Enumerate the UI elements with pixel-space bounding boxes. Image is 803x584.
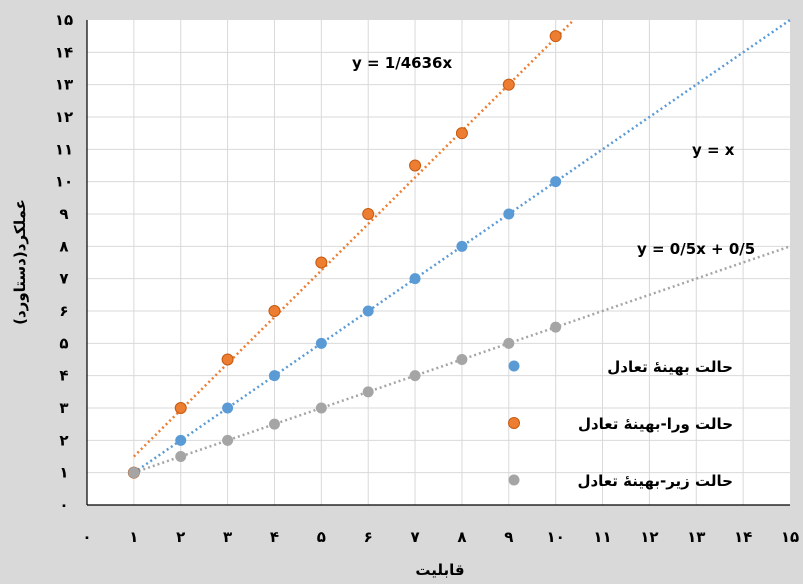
y-tick-label: ۱۱ — [55, 140, 73, 158]
data-point-series-0 — [268, 370, 280, 382]
data-point-series-2 — [175, 451, 187, 462]
legend-marker-over-optimal — [508, 417, 520, 429]
data-point-series-1 — [455, 127, 468, 140]
x-tick-label: ۴ — [270, 528, 279, 546]
data-point-series-0 — [315, 337, 327, 349]
x-tick-label: ۱۱ — [593, 528, 611, 546]
data-point-series-1 — [549, 30, 562, 43]
legend-label-optimal: حالت بهینهٔ تعادل — [607, 358, 733, 376]
x-tick-label: ۶ — [364, 528, 373, 546]
legend-label-sub-optimal: حالت زیر-بهینهٔ تعادل — [577, 472, 733, 490]
data-point-series-0 — [175, 434, 187, 446]
x-tick-label: ۱۵ — [781, 528, 799, 546]
data-point-series-2 — [128, 467, 140, 479]
x-axis-title: قابلیت — [415, 561, 464, 579]
data-point-series-2 — [550, 321, 562, 333]
data-point-series-2 — [222, 434, 234, 446]
legend: حالت بهینهٔ تعادل حالت ورا-بهینهٔ تعادل … — [508, 358, 733, 490]
data-point-series-2 — [362, 386, 374, 398]
legend-marker-sub-optimal — [508, 474, 520, 486]
trendline-label-sub-optimal: y = 0/5x + 0/5 — [637, 240, 755, 258]
data-point-series-0 — [503, 208, 515, 220]
x-tick-label: ۹ — [504, 528, 513, 546]
data-points — [127, 30, 562, 479]
x-tick-label: ۱۰ — [547, 528, 565, 546]
data-point-series-2 — [268, 418, 280, 430]
y-tick-label: ۶ — [59, 302, 68, 320]
y-axis-title: عملکرد(دستاورد) — [11, 199, 29, 325]
trendline-label-over-optimal: y = 1/4636x — [352, 54, 452, 72]
data-point-series-2 — [456, 354, 468, 365]
y-tick-label: ۱ — [59, 464, 68, 482]
y-tick-label: ۱۴ — [55, 43, 73, 61]
trendlines — [132, 18, 791, 474]
y-tick-label: ۱۲ — [55, 108, 73, 126]
data-point-series-1 — [268, 305, 281, 317]
data-point-series-0 — [550, 176, 562, 188]
gridlines — [87, 20, 790, 505]
data-point-series-2 — [315, 402, 327, 414]
y-tick-label: ۱۵ — [55, 11, 73, 29]
data-point-series-1 — [174, 402, 187, 414]
axes — [86, 20, 790, 506]
y-tick-label: ۸ — [59, 237, 68, 255]
x-tick-labels: ۰ ۱ ۲ ۳ ۴ ۵ ۶ ۷ ۸ ۹ ۱۰ ۱۱ ۱۲ ۱۳ ۱۴ ۱۵ — [82, 528, 799, 546]
trendline-series-1 — [132, 19, 575, 458]
y-tick-label: ۲ — [59, 431, 68, 449]
x-tick-label: ۱ — [129, 528, 138, 546]
y-tick-label: ۰ — [59, 496, 68, 514]
legend-marker-optimal — [508, 360, 520, 372]
y-tick-label: ۵ — [59, 334, 68, 352]
data-point-series-2 — [409, 370, 421, 382]
x-tick-label: ۲ — [176, 528, 185, 546]
data-point-series-1 — [315, 256, 328, 269]
x-tick-label: ۰ — [82, 528, 91, 546]
y-tick-label: ۹ — [59, 205, 68, 223]
data-point-series-0 — [362, 305, 374, 317]
data-point-series-1 — [362, 208, 375, 220]
x-tick-label: ۱۳ — [687, 528, 705, 546]
x-tick-label: ۳ — [223, 528, 232, 546]
x-tick-label: ۷ — [410, 528, 419, 546]
x-tick-label: ۸ — [457, 528, 466, 546]
x-tick-label: ۱۲ — [640, 528, 658, 546]
y-tick-label: ۴ — [59, 367, 68, 385]
legend-label-over-optimal: حالت ورا-بهینهٔ تعادل — [578, 415, 733, 433]
data-point-series-1 — [409, 159, 422, 172]
trendline-series-2 — [133, 245, 791, 474]
x-tick-label: ۱۴ — [734, 528, 752, 546]
y-tick-label: ۱۰ — [55, 173, 73, 191]
data-point-series-0 — [456, 240, 468, 252]
y-tick-label: ۳ — [59, 399, 68, 417]
data-point-series-1 — [221, 353, 234, 366]
data-point-series-1 — [502, 78, 515, 91]
y-tick-label: ۷ — [59, 270, 68, 288]
data-point-series-2 — [503, 337, 515, 349]
x-tick-label: ۵ — [317, 528, 326, 546]
y-tick-label: ۱۳ — [55, 76, 73, 94]
data-point-series-0 — [222, 402, 234, 414]
data-point-series-0 — [409, 273, 421, 285]
trendline-label-optimal: y = x — [692, 141, 735, 159]
